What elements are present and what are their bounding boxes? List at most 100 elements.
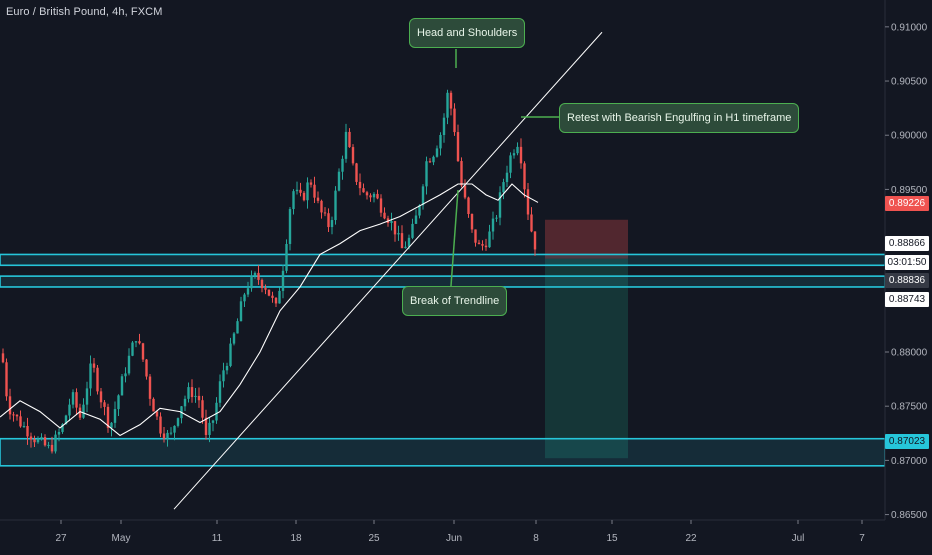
candle-body bbox=[274, 297, 278, 304]
candle-body bbox=[159, 416, 162, 434]
candle-body bbox=[176, 418, 180, 426]
y-tick-label: 0.88000 bbox=[891, 348, 928, 359]
candle-body bbox=[351, 147, 355, 164]
candle-body bbox=[376, 193, 379, 199]
take-profit-zone bbox=[545, 258, 628, 459]
candle-body bbox=[421, 186, 425, 206]
candle-body bbox=[141, 343, 145, 360]
candle-body bbox=[400, 233, 404, 249]
candle-body bbox=[397, 233, 400, 235]
candle-body bbox=[8, 396, 12, 415]
candle-body bbox=[295, 189, 299, 192]
x-tick-label: 8 bbox=[533, 533, 539, 544]
x-tick-label: Jul bbox=[792, 533, 805, 544]
candle-body bbox=[211, 420, 215, 423]
candle-body bbox=[470, 214, 474, 230]
candle-body bbox=[418, 205, 421, 216]
candle-body bbox=[414, 215, 418, 224]
candle-body bbox=[526, 189, 530, 215]
x-tick-label: 22 bbox=[685, 533, 697, 544]
candle-body bbox=[488, 231, 491, 248]
x-tick-label: 11 bbox=[212, 533, 223, 544]
candle-body bbox=[313, 184, 316, 198]
candle-body bbox=[61, 424, 64, 432]
candle-body bbox=[82, 404, 85, 418]
candle-body bbox=[533, 231, 537, 250]
candle-body bbox=[516, 146, 519, 154]
candle-body bbox=[267, 289, 271, 296]
candle-body bbox=[481, 244, 484, 246]
candle-body bbox=[512, 153, 516, 156]
y-tick-label: 0.87500 bbox=[891, 402, 928, 413]
candle-body bbox=[12, 414, 15, 416]
candle-body bbox=[519, 146, 523, 164]
candle-body bbox=[134, 341, 138, 343]
candle-body bbox=[509, 155, 512, 173]
candle-body bbox=[204, 417, 208, 435]
price-label-grey: 0.88836 bbox=[885, 273, 929, 288]
price-label-red: 0.89226 bbox=[885, 196, 929, 211]
candle-body bbox=[190, 387, 194, 398]
break-trendline-callout: Break of Trendline bbox=[402, 286, 508, 316]
candle-body bbox=[260, 279, 264, 289]
candle-body bbox=[47, 444, 50, 446]
time-axis bbox=[0, 520, 932, 550]
candle-body bbox=[446, 92, 449, 118]
candle-body bbox=[75, 392, 78, 408]
candle-body bbox=[124, 373, 127, 377]
trendline-break-pointer bbox=[450, 189, 459, 287]
candle-body bbox=[218, 381, 222, 403]
candle-body bbox=[358, 181, 362, 189]
x-tick-label: May bbox=[112, 533, 131, 544]
candle-body bbox=[288, 209, 292, 244]
candle-body bbox=[229, 343, 232, 366]
candle-body bbox=[523, 163, 526, 190]
candle-body bbox=[411, 223, 414, 238]
candle-body bbox=[103, 402, 106, 407]
candle-body bbox=[169, 432, 173, 434]
candle-body bbox=[19, 416, 22, 427]
x-tick-label: 25 bbox=[368, 533, 380, 544]
candle-body bbox=[117, 395, 120, 410]
candle-body bbox=[379, 198, 383, 213]
candle-body bbox=[183, 398, 187, 407]
candle-body bbox=[449, 92, 453, 109]
candle-body bbox=[439, 135, 442, 149]
candle-body bbox=[467, 197, 470, 215]
candle-body bbox=[253, 272, 257, 276]
candle-body bbox=[337, 171, 341, 191]
candle-body bbox=[222, 370, 225, 382]
candle-body bbox=[71, 392, 75, 405]
candle-body bbox=[246, 288, 250, 295]
candle-body bbox=[309, 182, 313, 185]
candle-body bbox=[68, 404, 71, 416]
candle-body bbox=[57, 431, 61, 435]
candle-body bbox=[404, 246, 407, 249]
candle-body bbox=[505, 172, 509, 183]
candle-body bbox=[64, 415, 68, 425]
y-tick-label: 0.87000 bbox=[891, 456, 928, 467]
x-tick-label: 7 bbox=[859, 533, 865, 544]
candle-body bbox=[334, 190, 337, 221]
candle-body bbox=[40, 437, 43, 439]
candle-body bbox=[106, 406, 110, 428]
candle-body bbox=[96, 367, 99, 392]
candle-body bbox=[50, 444, 54, 452]
candle-body bbox=[236, 321, 239, 334]
candle-body bbox=[477, 242, 481, 245]
candle-body bbox=[372, 193, 376, 198]
candle-body bbox=[330, 220, 334, 228]
countdown-label: 03:01:50 bbox=[885, 255, 929, 270]
candle-body bbox=[36, 438, 40, 443]
candle-body bbox=[460, 161, 463, 186]
candle-body bbox=[148, 376, 152, 399]
candle-body bbox=[162, 433, 166, 439]
candle-body bbox=[474, 229, 477, 243]
price-label-current: 0.88866 bbox=[885, 236, 929, 251]
candle-body bbox=[215, 402, 218, 421]
candle-body bbox=[355, 163, 358, 182]
candle-body bbox=[316, 197, 320, 201]
y-tick-label: 0.90500 bbox=[891, 77, 928, 88]
